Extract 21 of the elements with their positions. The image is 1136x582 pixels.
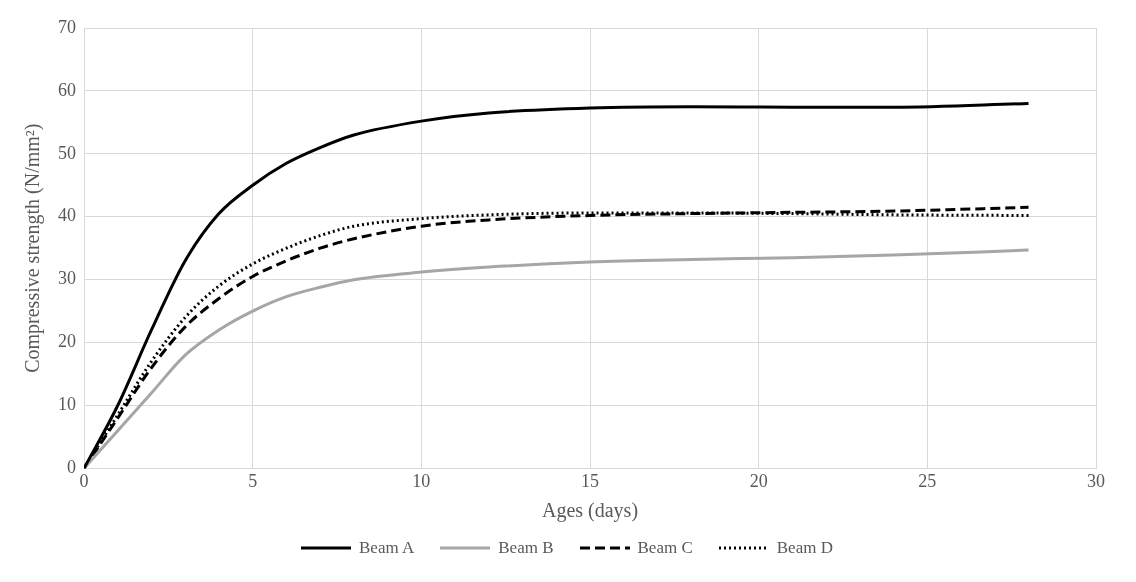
y-tick-label: 40 [58, 205, 76, 226]
y-tick-label: 20 [58, 331, 76, 352]
x-tick-label: 5 [248, 470, 258, 491]
legend-label: Beam C [637, 538, 693, 558]
x-tick-label: 10 [412, 470, 431, 491]
y-tick-label: 10 [58, 394, 76, 415]
y-tick-label: 70 [58, 16, 76, 37]
x-axis-title: Ages (days) [541, 499, 639, 523]
x-tick-label: 30 [1087, 470, 1105, 491]
x-tick-label: 15 [581, 470, 599, 491]
y-tick-label: 60 [58, 79, 76, 100]
x-tick-label: 25 [918, 470, 937, 491]
legend-label: Beam B [498, 538, 554, 558]
x-tick-label: 20 [749, 470, 768, 491]
y-tick-label: 0 [67, 457, 76, 478]
legend-label: Beam D [776, 538, 833, 558]
y-axis-title: Compressive strength (N/mm²) [21, 123, 45, 373]
y-tick-label: 50 [58, 142, 76, 163]
y-tick-label: 30 [58, 268, 76, 289]
legend-label: Beam A [359, 538, 415, 558]
x-tick-label: 0 [79, 470, 89, 491]
